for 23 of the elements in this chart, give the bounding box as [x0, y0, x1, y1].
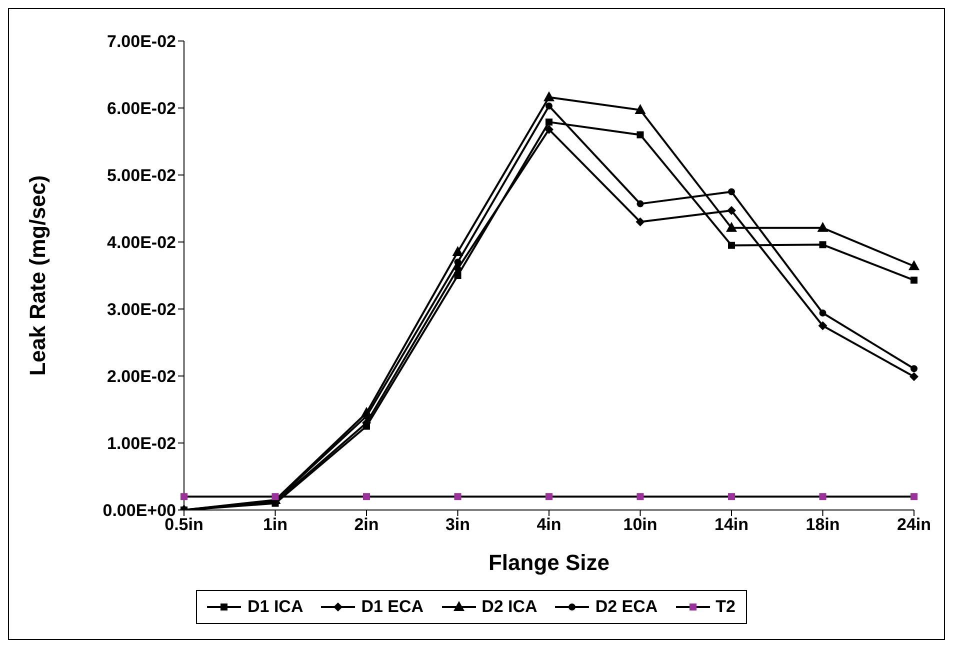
legend-label: D2 ECA: [595, 597, 658, 617]
legend-label: D1 ECA: [361, 597, 424, 617]
x-tick-label: 14in: [714, 515, 749, 534]
x-tick-label: 18in: [806, 515, 840, 534]
y-tick-label: 1.00E-02: [107, 434, 176, 454]
x-tick-label: 0.5in: [164, 515, 204, 534]
x-tick-label: 10in: [623, 515, 658, 534]
y-tick-label: 2.00E-02: [107, 367, 176, 386]
x-tick-label: 24in: [896, 515, 932, 534]
x-tick-label: 4in: [536, 515, 562, 534]
x-axis-title: Flange Size: [488, 550, 610, 575]
x-tick-label: 2in: [354, 515, 379, 534]
y-axis-title: Leak Rate (mg/sec): [24, 175, 50, 376]
y-tick-label: 4.00E-02: [107, 233, 176, 252]
legend-label: D2 ICA: [482, 597, 538, 617]
legend-label: T2: [716, 597, 736, 617]
x-tick-label: 3in: [445, 515, 470, 534]
y-tick-label: 3.00E-02: [107, 300, 176, 320]
y-tick-label: 5.00E-02: [107, 166, 176, 186]
legend-label: D1 ICA: [247, 597, 304, 617]
x-tick-label: 1in: [262, 515, 288, 534]
y-tick-label: 7.00E-02: [107, 32, 176, 52]
y-tick-label: 6.00E-02: [107, 99, 176, 118]
